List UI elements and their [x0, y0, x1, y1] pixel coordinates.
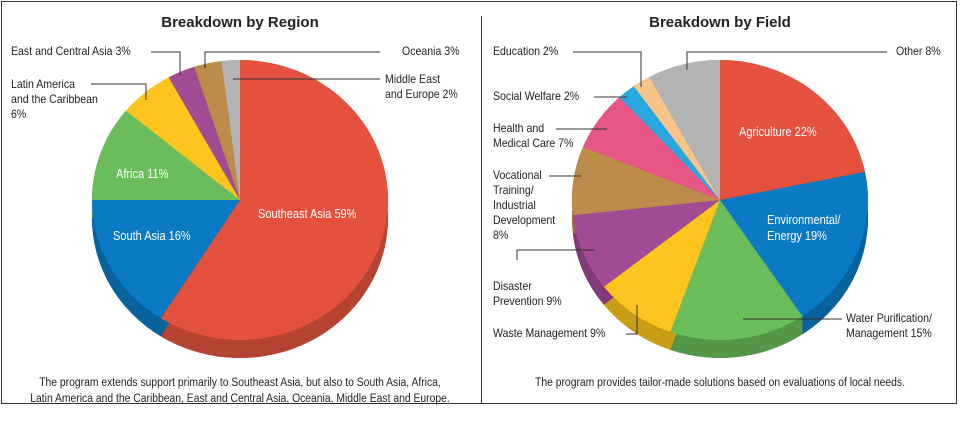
slice-environmental-energy: [720, 171, 868, 317]
leader-waste: [626, 305, 638, 335]
label-oceania: Oceania 3%: [402, 44, 460, 58]
label-line: Health and: [493, 121, 545, 135]
label-environmental: Environmental/ Energy 19%: [767, 212, 840, 244]
label-line: Development: [493, 213, 556, 227]
label-line: Industrial: [493, 198, 536, 212]
slice-health-and-medical-care: [583, 97, 720, 200]
slice-other: [649, 60, 720, 200]
label-south-asia: South Asia 16%: [113, 229, 191, 243]
slice-waste-management: [603, 200, 720, 332]
label-line: Latin America: [11, 77, 75, 91]
pie-1: [572, 60, 869, 359]
caption-line: The program extends support primarily to…: [39, 377, 441, 389]
leader-disaster: [516, 249, 595, 260]
label-line: Disaster: [493, 279, 532, 293]
label-other: Other 8%: [896, 44, 941, 58]
label-vocational: Vocational Training/ Industrial Developm…: [493, 168, 555, 243]
label-middle-east: Middle East and Europe 2%: [385, 72, 458, 102]
region-chart-title: Breakdown by Region: [161, 14, 319, 31]
label-disaster: Disaster Prevention 9%: [493, 279, 562, 309]
field-caption: The program provides tailor-made solutio…: [535, 377, 905, 389]
leader-other: [686, 51, 887, 70]
slice-social-welfare: [619, 86, 720, 200]
label-education: Education 2%: [493, 44, 559, 58]
slice-south-asia: [92, 200, 240, 319]
slice-agriculture: [720, 60, 865, 200]
slice-latin-america-and-the-caribbean: [125, 77, 240, 200]
label-water: Water Purification/ Management 15%: [846, 311, 932, 341]
label-line: Medical Care 7%: [493, 136, 574, 150]
slice-disaster-prevention: [572, 200, 720, 287]
label-line: Prevention 9%: [493, 294, 562, 308]
label-line: and the Caribbean: [11, 92, 98, 106]
label-line: Middle East: [385, 72, 441, 86]
slice-water-purification-management: [670, 200, 803, 341]
label-line: 8%: [493, 228, 509, 242]
label-line: Training/: [493, 183, 534, 197]
slice-wall-environmental-energy: [802, 171, 869, 335]
label-southeast-asia: Southeast Asia 59%: [258, 207, 357, 221]
label-line: Management 15%: [846, 326, 932, 340]
leader-latin-america: [91, 83, 147, 100]
label-social-welfare: Social Welfare 2%: [493, 89, 580, 103]
slice-wall-south-asia: [92, 200, 161, 337]
slice-africa: [92, 110, 240, 200]
label-waste: Waste Management 9%: [493, 326, 606, 340]
label-latin-america: Latin America and the Caribbean 6%: [11, 77, 98, 122]
label-line: Environmental/: [767, 213, 841, 227]
label-agriculture: Agriculture 22%: [739, 125, 817, 139]
slice-vocational-training-industrial-development: [572, 146, 720, 216]
label-line: Energy 19%: [767, 229, 827, 243]
label-line: 6%: [11, 107, 27, 121]
slice-southeast-asia: [160, 60, 388, 340]
slice-east-and-central-asia: [168, 66, 240, 201]
slice-middle-east-and-europe: [221, 60, 240, 200]
label-east-central-asia: East and Central Asia 3%: [11, 44, 131, 58]
caption-line: Latin America and the Caribbean, East an…: [30, 393, 450, 405]
pie-0: [92, 60, 388, 358]
slice-wall-water-purification-management: [670, 316, 803, 359]
region-caption: The program extends support primarily to…: [29, 375, 452, 407]
leader-education: [573, 51, 642, 87]
slice-education: [633, 76, 720, 200]
label-line: Vocational: [493, 168, 542, 182]
leader-east-central-asia: [151, 51, 181, 75]
field-chart-title: Breakdown by Field: [649, 14, 791, 31]
slice-oceania: [194, 61, 240, 200]
leader-oceania: [204, 51, 380, 68]
divider: [481, 16, 482, 404]
label-line: and Europe 2%: [385, 87, 458, 101]
label-health: Health and Medical Care 7%: [493, 121, 573, 151]
label-line: Water Purification/: [846, 311, 932, 325]
label-africa: Africa 11%: [116, 167, 169, 181]
chart-frame: [1, 1, 957, 404]
slice-wall-disaster-prevention: [572, 215, 604, 305]
